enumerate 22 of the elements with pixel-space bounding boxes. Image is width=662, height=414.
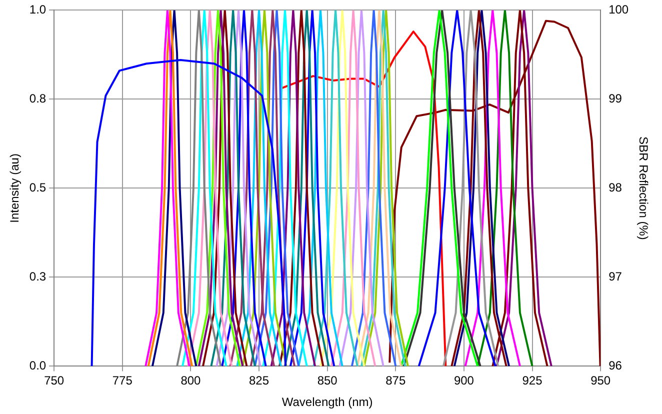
x-tick-label: 750	[44, 374, 64, 388]
x-tick-label: 775	[112, 374, 133, 388]
y2-tick-label: 96	[608, 358, 622, 373]
x-axis-title: Wavelength (nm)	[282, 395, 373, 410]
y-tick-label: 1.0	[29, 2, 46, 17]
x-tick-label: 925	[522, 374, 543, 388]
y-tick-label: 0.3	[29, 270, 46, 284]
y2-tick-label: 100	[608, 2, 629, 17]
x-tick-label: 900	[454, 374, 474, 388]
y2-tick-label: 97	[608, 270, 622, 284]
y-axis-title: Intensity (au)	[8, 154, 22, 223]
y-tick-label: 0.0	[29, 358, 46, 373]
x-tick-label: 875	[386, 374, 406, 388]
x-tick-label: 950	[590, 374, 611, 388]
x-tick-label: 825	[249, 374, 270, 388]
y2-tick-label: 98	[608, 180, 622, 195]
x-tick-label: 850	[317, 374, 338, 388]
y-tick-label: 0.5	[29, 180, 46, 195]
y-tick-label: 0.8	[29, 92, 46, 106]
x-tick-label: 800	[180, 374, 202, 388]
y2-axis-title: SBR Reflection (%)	[636, 136, 650, 240]
y2-tick-label: 99	[608, 92, 622, 106]
